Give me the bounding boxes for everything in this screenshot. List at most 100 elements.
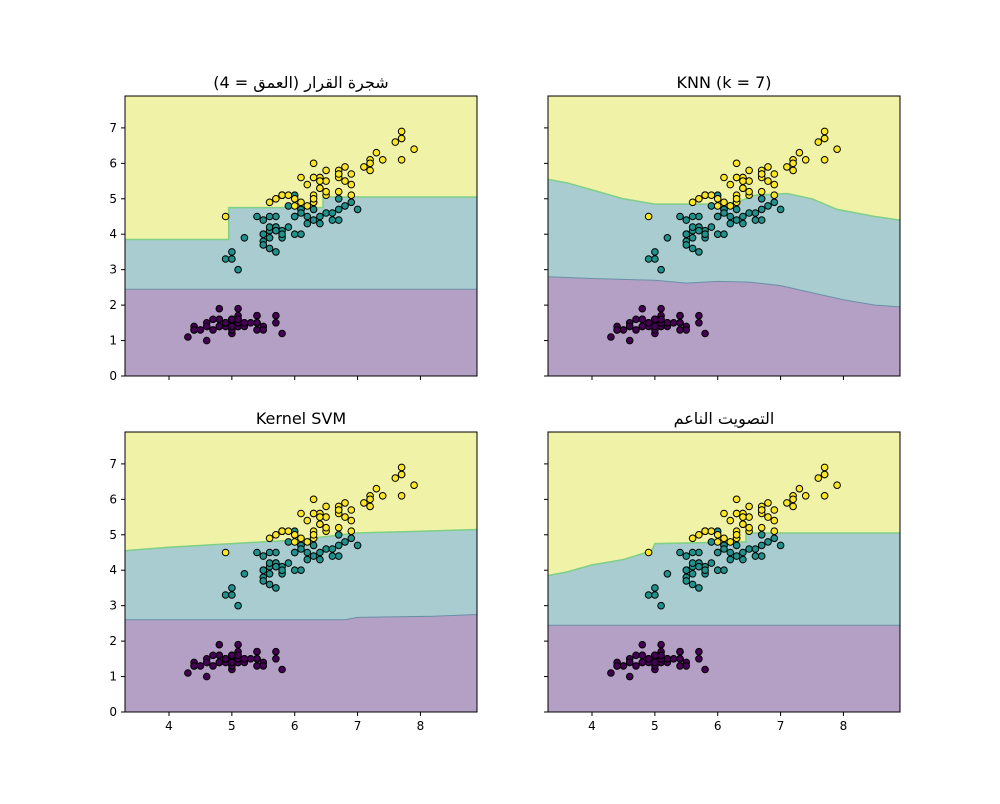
data-point-class-1 [228, 584, 236, 592]
data-point-class-2 [745, 513, 753, 521]
data-point-class-2 [221, 212, 230, 221]
data-point-class-0 [253, 326, 261, 334]
data-point-class-1 [707, 559, 716, 567]
data-point-class-0 [682, 326, 691, 334]
data-point-class-1 [713, 212, 722, 221]
data-point-class-1 [334, 205, 343, 214]
data-point-class-1 [290, 212, 299, 221]
data-point-class-2 [290, 195, 299, 203]
data-point-class-2 [789, 159, 797, 168]
data-point-class-1 [341, 202, 349, 210]
subplot-decision-tree: شجرة القرار (العمق = 4) 0 1 2 3 4 5 6 7 [109, 73, 478, 383]
data-point-class-0 [215, 651, 224, 660]
data-point-class-1 [751, 545, 760, 553]
data-point-class-0 [676, 311, 684, 320]
data-point-class-2 [334, 187, 343, 196]
data-point-class-1 [259, 216, 268, 224]
data-point-class-1 [770, 534, 779, 543]
plot-area [125, 96, 477, 376]
subplot-title: KNN (k = 7) [676, 73, 771, 92]
data-point-class-1 [234, 265, 242, 274]
subplot-knn: KNN (k = 7) [544, 73, 901, 380]
region-class-0 [125, 614, 477, 712]
data-point-class-2 [739, 177, 747, 185]
data-point-class-2 [322, 187, 330, 196]
data-point-class-1 [739, 555, 747, 564]
axes-frame [124, 431, 478, 713]
data-point-class-2 [732, 531, 741, 539]
data-point-class-2 [397, 127, 406, 136]
data-point-class-2 [341, 513, 349, 521]
y-tick-label: 4 [109, 563, 117, 577]
data-point-class-0 [638, 315, 647, 324]
data-point-class-2 [297, 198, 305, 207]
data-point-class-2 [278, 527, 286, 536]
data-point-class-0 [228, 315, 236, 324]
data-point-class-2 [372, 484, 381, 493]
data-point-class-2 [732, 159, 741, 168]
data-point-class-2 [833, 481, 841, 490]
data-point-class-2 [713, 538, 722, 546]
data-point-class-1 [259, 241, 268, 249]
data-point-class-0 [625, 322, 634, 331]
data-point-class-2 [745, 502, 753, 511]
data-point-class-1 [240, 234, 249, 242]
data-point-class-2 [713, 195, 722, 203]
data-point-class-1 [265, 223, 274, 231]
data-point-class-1 [322, 545, 330, 553]
data-point-class-2 [795, 484, 804, 493]
data-point-class-1 [265, 570, 274, 578]
region-class-0 [125, 289, 477, 376]
data-point-class-2 [378, 492, 387, 500]
data-point-class-2 [290, 538, 299, 546]
data-point-class-1 [776, 541, 785, 550]
data-point-class-1 [739, 219, 747, 228]
data-point-class-1 [701, 230, 709, 238]
data-point-class-2 [347, 506, 356, 514]
data-point-class-2 [284, 527, 293, 536]
data-point-class-1 [657, 265, 665, 274]
data-point-class-0 [215, 322, 224, 331]
data-point-class-2 [334, 523, 343, 532]
data-point-class-2 [707, 191, 716, 199]
data-point-class-1 [644, 591, 653, 599]
data-point-class-2 [334, 170, 343, 178]
data-point-class-0 [228, 322, 236, 331]
data-point-class-2 [732, 173, 741, 182]
data-point-class-2 [688, 534, 697, 543]
data-point-class-0 [632, 651, 640, 660]
data-point-class-1 [272, 212, 280, 221]
data-point-class-2 [726, 516, 735, 525]
data-point-class-1 [732, 216, 741, 224]
data-point-class-2 [713, 202, 722, 210]
data-point-class-2 [284, 191, 293, 199]
x-tick-label: 6 [714, 719, 722, 733]
data-point-class-1 [688, 223, 697, 231]
data-point-class-2 [341, 177, 349, 185]
y-tick-label: 7 [109, 457, 117, 471]
data-point-class-0 [215, 640, 224, 649]
data-point-class-2 [309, 531, 318, 539]
data-point-class-1 [739, 548, 747, 557]
data-point-class-2 [322, 523, 330, 532]
y-tick-label: 5 [109, 528, 117, 542]
decision-boundary-lower [548, 276, 900, 308]
data-point-class-1 [265, 548, 274, 557]
data-point-class-1 [303, 548, 312, 557]
data-point-class-1 [334, 552, 343, 560]
data-point-class-1 [682, 552, 691, 560]
data-point-class-0 [209, 651, 217, 660]
data-point-class-0 [695, 655, 703, 663]
data-point-class-2 [360, 499, 368, 507]
data-point-class-2 [347, 191, 356, 199]
data-point-class-2 [347, 527, 356, 536]
data-point-class-0 [651, 315, 659, 324]
data-point-class-1 [757, 541, 766, 550]
data-point-class-2 [316, 177, 324, 185]
data-point-class-1 [272, 548, 280, 557]
data-point-class-0 [259, 662, 268, 670]
data-point-class-0 [202, 322, 211, 331]
data-point-class-0 [632, 326, 640, 334]
data-point-class-0 [234, 315, 242, 324]
data-point-class-1 [663, 570, 672, 578]
